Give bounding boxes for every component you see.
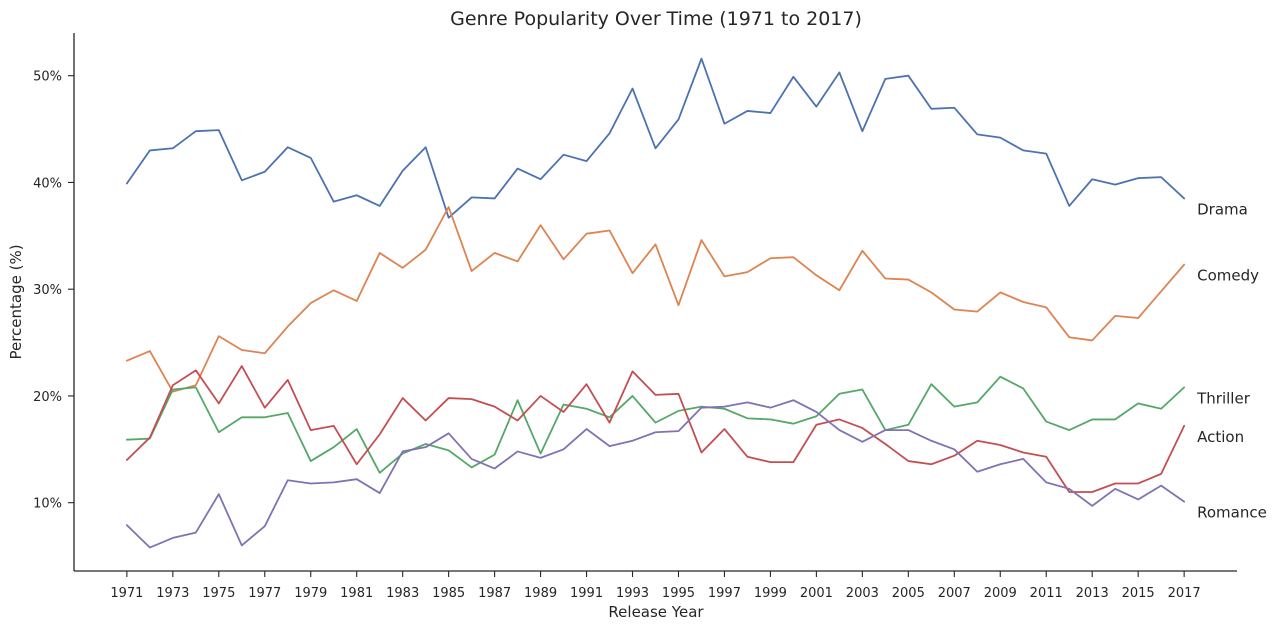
series-label-drama: Drama	[1197, 200, 1248, 218]
x-tick-label: 2005	[892, 586, 925, 601]
y-tick-label: 30%	[33, 283, 62, 298]
series-label-romance: Romance	[1197, 504, 1267, 522]
x-tick-label: 2013	[1076, 586, 1109, 601]
x-tick-label: 2001	[800, 586, 833, 601]
x-tick-label: 1977	[248, 586, 281, 601]
series-label-thriller: Thriller	[1196, 389, 1251, 407]
series-line-drama	[125, 57, 1186, 219]
x-tick-label: 1989	[524, 586, 557, 601]
y-tick-label: 10%	[33, 497, 62, 512]
y-tick-label: 50%	[33, 70, 62, 85]
x-tick-label: 2009	[984, 586, 1017, 601]
x-tick-label: 1993	[616, 586, 649, 601]
series-line-action	[125, 365, 1186, 493]
series-line-romance	[125, 399, 1186, 549]
x-axis-ticks: 1971 1973 1975 1977 1979 1981 1983 1985 1987 1989…	[110, 571, 1201, 601]
x-tick-label: 1979	[294, 586, 327, 601]
x-tick-label: 1997	[708, 586, 741, 601]
x-tick-label: 1971	[110, 586, 143, 601]
x-tick-label: 1987	[478, 586, 511, 601]
x-tick-label: 2007	[938, 586, 971, 601]
x-tick-label: 1975	[202, 586, 235, 601]
x-tick-label: 1999	[754, 586, 787, 601]
x-tick-label: 2017	[1168, 586, 1201, 601]
y-axis-label: Percentage (%)	[7, 244, 25, 359]
series-label-comedy: Comedy	[1197, 267, 1259, 285]
y-axis-ticks: 10% 20% 30% 40% 50%	[33, 70, 74, 512]
y-tick-label: 20%	[33, 390, 62, 405]
series-line-thriller	[125, 375, 1186, 474]
chart-title: Genre Popularity Over Time (1971 to 2017…	[450, 8, 862, 30]
x-tick-label: 1995	[662, 586, 695, 601]
x-tick-label: 2015	[1122, 586, 1155, 601]
x-tick-label: 1973	[156, 586, 189, 601]
x-tick-label: 2011	[1030, 586, 1063, 601]
y-tick-label: 40%	[33, 176, 62, 191]
x-tick-label: 2003	[846, 586, 879, 601]
series-line-comedy	[125, 206, 1186, 393]
series-lines	[125, 57, 1186, 549]
series-labels: Drama Comedy Thriller Action Romance	[1196, 200, 1267, 521]
x-tick-label: 1985	[432, 586, 465, 601]
x-axis-label: Release Year	[608, 603, 704, 621]
x-tick-label: 1991	[570, 586, 603, 601]
x-tick-label: 1981	[340, 586, 373, 601]
series-label-action: Action	[1197, 428, 1244, 446]
x-tick-label: 1983	[386, 586, 419, 601]
